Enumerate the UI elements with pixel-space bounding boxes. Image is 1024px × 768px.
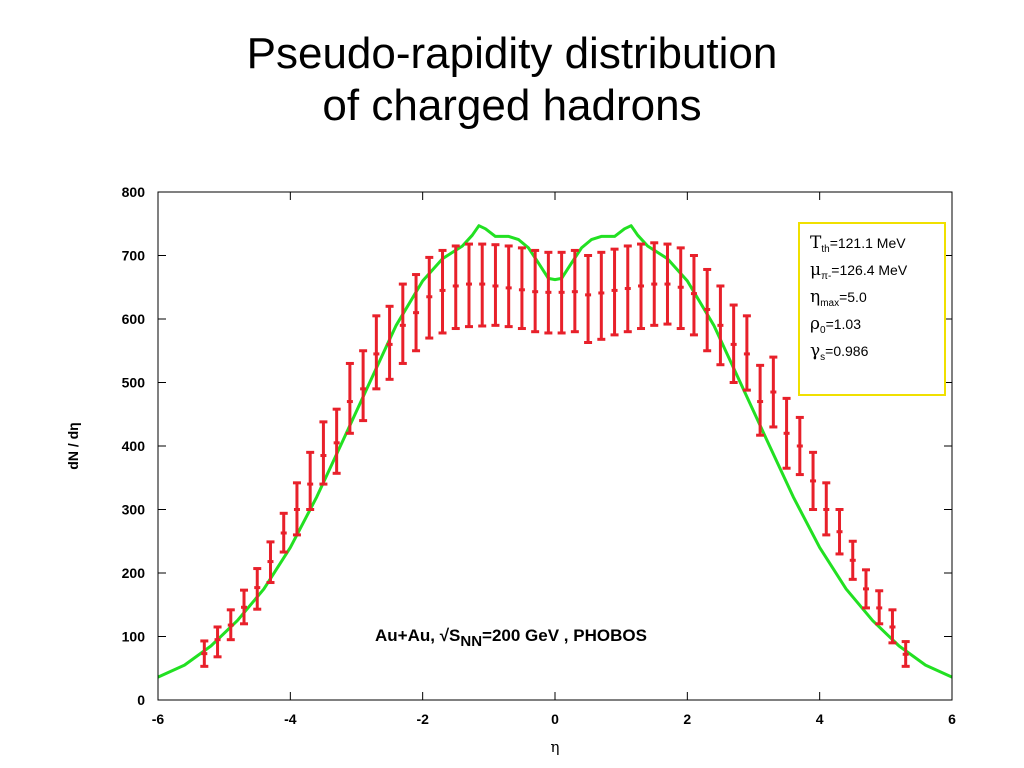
data-point-errorbar	[359, 349, 368, 423]
x-tick-label: -4	[284, 711, 297, 727]
data-point-errorbar	[451, 244, 460, 331]
x-tick-label: -2	[416, 711, 429, 727]
data-point-errorbar	[888, 608, 897, 645]
data-point-errorbar	[319, 420, 328, 486]
data-point-errorbar	[676, 246, 685, 331]
data-point-errorbar	[253, 567, 262, 611]
data-point-errorbar	[306, 450, 315, 511]
data-point-errorbar	[875, 589, 884, 626]
model-curve	[157, 224, 953, 679]
data-point-errorbar	[213, 625, 222, 659]
parameter-line: ηmax=5.0	[810, 287, 867, 309]
data-point-errorbar	[610, 247, 619, 337]
data-point-errorbar	[412, 273, 421, 353]
data-point-errorbar	[822, 481, 831, 537]
data-point-errorbar	[663, 242, 672, 326]
data-point-errorbar	[385, 304, 394, 381]
x-tick-label: 6	[948, 711, 956, 727]
y-tick-label: 500	[122, 375, 146, 391]
data-point-errorbar	[584, 254, 593, 344]
data-point-errorbar	[345, 361, 354, 435]
y-axis-label: dN / dη	[65, 422, 81, 469]
x-tick-label: 2	[683, 711, 691, 727]
data-point-errorbar	[266, 540, 275, 585]
data-point-errorbar	[240, 588, 249, 626]
data-point-errorbar	[332, 407, 341, 475]
data-point-errorbar	[517, 246, 526, 331]
data-point-errorbar	[398, 282, 407, 365]
y-tick-label: 200	[122, 565, 146, 581]
parameter-line: Tth=121.1 MeV	[810, 233, 906, 255]
parameter-legend-box	[798, 222, 946, 396]
data-point-errorbar	[372, 314, 381, 391]
data-point-errorbar	[901, 640, 910, 668]
data-point-errorbar	[464, 242, 473, 329]
title-line-1: Pseudo-rapidity distribution	[246, 29, 778, 78]
data-point-errorbar	[597, 250, 606, 341]
data-point-errorbar	[769, 355, 778, 429]
parameter-legend: Tth=121.1 MeV μπ-=126.4 MeV ηmax=5.0 ρ0=1.0…	[798, 222, 946, 396]
data-point-errorbar	[425, 255, 434, 340]
data-point-errorbar	[491, 243, 500, 327]
data-point-errorbar	[570, 248, 579, 334]
data-point-errorbar	[504, 244, 513, 329]
x-axis-label: η	[551, 738, 560, 756]
data-point-errorbar	[279, 511, 288, 554]
data-point-errorbar	[795, 415, 804, 477]
x-tick-label: 0	[551, 711, 559, 727]
data-point-errorbar	[200, 639, 209, 668]
data-point-errorbar	[716, 284, 725, 367]
parameter-line: μπ-=126.4 MeV	[810, 260, 908, 282]
data-point-errorbar	[861, 568, 870, 610]
data-point-errorbar	[637, 242, 646, 331]
y-tick-label: 400	[122, 438, 146, 454]
y-tick-label: 600	[122, 311, 146, 327]
parameter-line: ρ0=1.03	[810, 314, 861, 336]
data-point-errorbar	[623, 244, 632, 334]
collision-annotation: Au+Au, √SNN=200 GeV , PHOBOS	[375, 626, 647, 650]
x-tick-label: 4	[816, 711, 824, 727]
data-point-errorbar	[438, 248, 447, 335]
page-title: Pseudo-rapidity distribution of charged …	[0, 28, 1024, 132]
data-point-errorbar	[478, 242, 487, 328]
y-tick-label: 800	[122, 184, 146, 200]
title-line-2: of charged hadrons	[322, 81, 702, 130]
data-point-errorbar	[729, 303, 738, 384]
data-point-errorbar	[650, 241, 659, 327]
data-point-errorbar	[782, 396, 791, 470]
data-point-errorbar	[544, 250, 553, 335]
data-point-errorbar	[742, 314, 751, 392]
parameter-line: γs=0.986	[810, 341, 869, 363]
y-tick-label: 0	[137, 692, 145, 708]
y-tick-label: 300	[122, 502, 146, 518]
y-tick-label: 100	[122, 629, 146, 645]
data-point-errorbar	[756, 363, 765, 437]
x-tick-label: -6	[152, 711, 165, 727]
data-point-errorbar	[703, 267, 712, 353]
data-point-errorbar	[835, 508, 844, 556]
y-tick-label: 700	[122, 248, 146, 264]
data-point-errorbar	[848, 539, 857, 581]
data-point-errorbar	[531, 248, 540, 334]
data-point-errorbar	[226, 608, 235, 642]
data-point-errorbar	[557, 250, 566, 335]
data-point-errorbar	[809, 450, 818, 511]
data-point-errorbar	[689, 254, 698, 337]
data-point-errorbar	[292, 481, 301, 537]
